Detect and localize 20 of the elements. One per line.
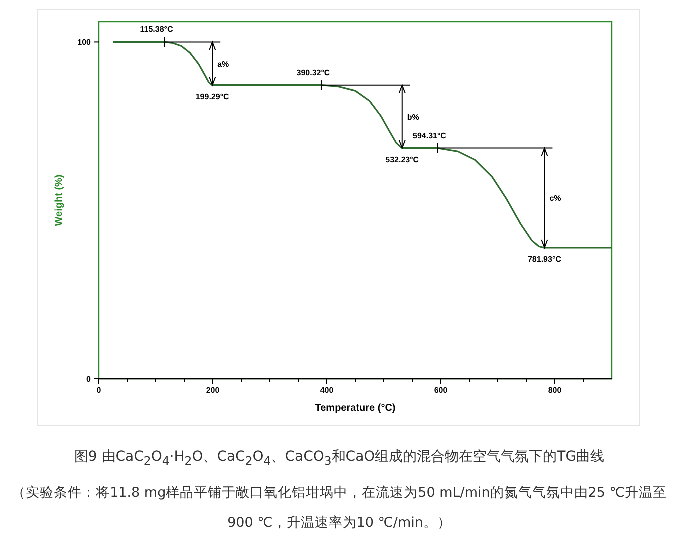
- y-axis-title: Weight (%): [54, 174, 65, 226]
- y-tick-label: 100: [78, 38, 92, 48]
- x-axis-title: Temperature (°C): [315, 403, 396, 414]
- annotation: a%: [218, 60, 230, 69]
- x-tick-label: 400: [320, 386, 334, 395]
- annotation: 532.23°C: [386, 155, 420, 164]
- line-series: [112, 41, 613, 249]
- annotation: 594.31°C: [413, 131, 447, 140]
- x-tick-label: 600: [434, 386, 448, 395]
- x-tick-label: 200: [206, 386, 220, 395]
- annotation: c%: [550, 194, 562, 204]
- annotation: b%: [407, 112, 420, 122]
- x-tick-label: 0: [96, 386, 102, 395]
- x-tick-label: 800: [548, 386, 562, 395]
- annotation: 781.93°C: [528, 254, 562, 264]
- chart-title: 图9 由CaC$_{2}$O$_{4}$·H$_{2}$O、CaC$_{2}$O$_{4}$、CaCO$_{3}$和CaO组成的混合物在空气气氛下的TG曲线: [74, 449, 605, 468]
- text: （实验条件：将11.8 mg样品平铺于敞口氧化铝坩埚中，在流速为50 mL/min的氮气气氛中由25 ℃升温至900 ℃，升温速率为10 ℃/min。）: [11, 484, 668, 533]
- annotation: 115.38°C: [140, 25, 174, 34]
- annotation: 390.32°C: [296, 68, 330, 78]
- annotation: 199.29°C: [196, 92, 230, 102]
